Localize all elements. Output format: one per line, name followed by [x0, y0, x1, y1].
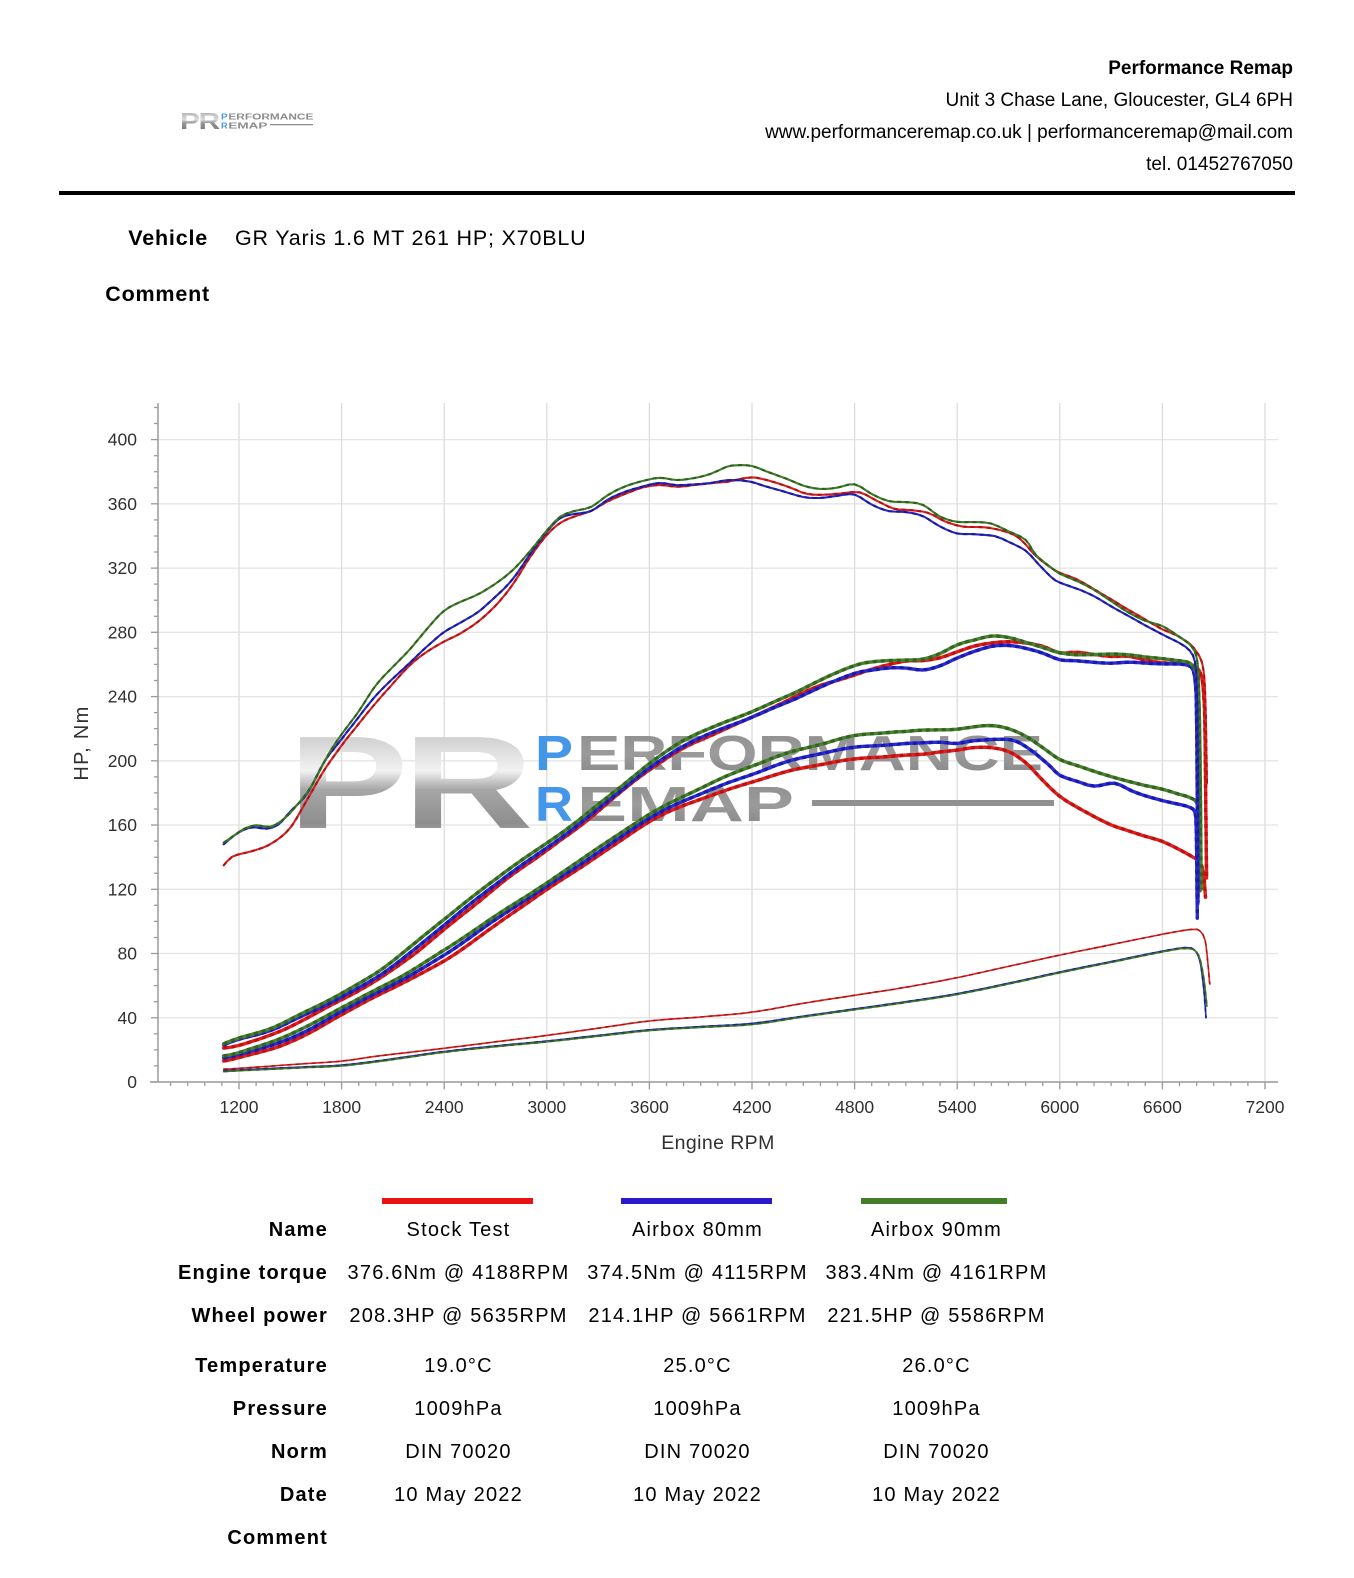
svg-text:3000: 3000	[527, 1097, 566, 1117]
svg-text:4800: 4800	[835, 1097, 874, 1117]
svg-text:400: 400	[108, 430, 137, 450]
svg-text:2400: 2400	[425, 1097, 464, 1117]
svg-text:3600: 3600	[630, 1097, 669, 1117]
svg-text:ERFORMANCE: ERFORMANCE	[577, 727, 1043, 781]
svg-text:360: 360	[108, 494, 137, 514]
svg-text:0: 0	[127, 1072, 137, 1092]
svg-text:1200: 1200	[220, 1097, 259, 1117]
svg-text:HP, Nm: HP, Nm	[71, 705, 93, 780]
svg-text:160: 160	[108, 815, 137, 835]
svg-text:40: 40	[118, 1008, 138, 1028]
svg-text:80: 80	[118, 944, 138, 964]
svg-text:P: P	[535, 727, 573, 781]
svg-text:320: 320	[108, 558, 137, 578]
svg-text:ERFORMANCE: ERFORMANCE	[228, 112, 313, 122]
svg-text:R: R	[221, 121, 228, 131]
svg-text:1800: 1800	[322, 1097, 361, 1117]
svg-text:PR: PR	[180, 110, 221, 134]
svg-text:EMAP: EMAP	[228, 121, 267, 131]
svg-text:7200: 7200	[1246, 1097, 1285, 1117]
svg-text:Engine RPM: Engine RPM	[661, 1132, 774, 1154]
svg-text:6600: 6600	[1143, 1097, 1182, 1117]
svg-text:R: R	[535, 778, 573, 832]
svg-text:200: 200	[108, 751, 137, 771]
svg-text:PR: PR	[288, 709, 530, 856]
svg-text:240: 240	[108, 687, 137, 707]
svg-text:4200: 4200	[733, 1097, 772, 1117]
svg-text:5400: 5400	[938, 1097, 977, 1117]
svg-text:280: 280	[108, 622, 137, 642]
svg-text:120: 120	[108, 879, 137, 899]
svg-text:6000: 6000	[1040, 1097, 1079, 1117]
svg-text:P: P	[221, 112, 228, 122]
